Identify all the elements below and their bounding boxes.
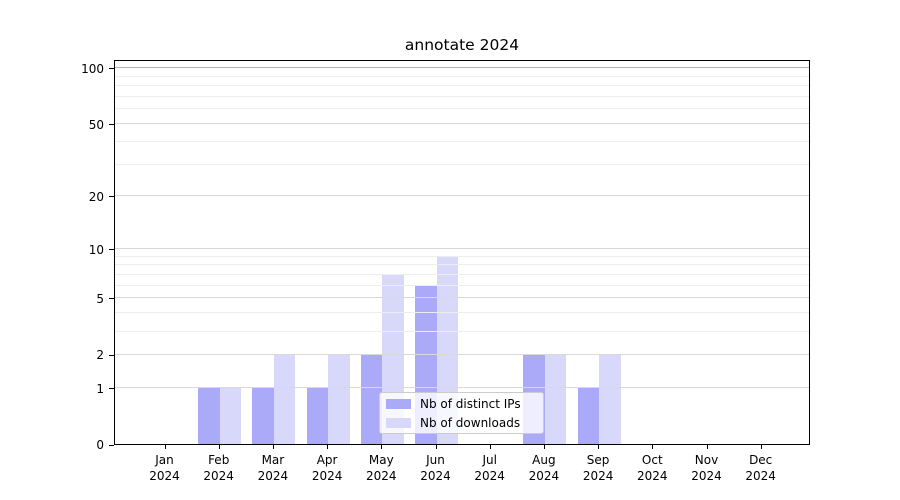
x-tick-label: Jun 2024 — [420, 453, 451, 483]
x-tick-label: Dec 2024 — [745, 453, 776, 483]
x-tick-label: Aug 2024 — [528, 453, 560, 483]
y-tick-mark — [109, 354, 114, 356]
x-tick-mark — [164, 445, 166, 449]
legend: Nb of distinct IPs Nb of downloads — [379, 392, 544, 434]
y-tick-mark — [109, 124, 114, 126]
x-tick-mark — [598, 445, 600, 449]
legend-swatch-icon — [386, 417, 411, 428]
legend-swatch-icon — [386, 398, 411, 409]
legend-label: Nb of downloads — [420, 415, 521, 430]
chart-title: annotate 2024 — [404, 36, 520, 54]
x-tick-mark — [327, 445, 329, 449]
bar-downloads-aug — [544, 354, 567, 444]
bars-layer — [115, 61, 809, 444]
y-tick-label: 1 — [96, 381, 104, 396]
y-tick-label: 5 — [96, 291, 104, 306]
x-tick-label: Jul 2024 — [474, 453, 505, 483]
bar-distinct-ips-may — [360, 354, 383, 444]
plot-area — [114, 60, 810, 445]
legend-row: Nb of downloads — [386, 415, 537, 430]
x-tick-label: Jan 2024 — [149, 453, 180, 483]
y-tick-label: 50 — [88, 117, 104, 132]
x-tick-mark — [652, 445, 654, 449]
y-tick-label: 10 — [88, 242, 104, 257]
x-tick-mark — [489, 445, 491, 449]
x-tick-mark — [381, 445, 383, 449]
bar-distinct-ips-feb — [198, 387, 220, 444]
y-tick-mark — [109, 444, 114, 446]
bar-downloads-feb — [219, 387, 242, 444]
x-tick-label: Sep 2024 — [582, 453, 614, 483]
y-tick-mark — [109, 249, 114, 251]
y-tick-mark — [109, 298, 114, 300]
bar-distinct-ips-sep — [577, 387, 600, 444]
y-tick-label: 0 — [96, 438, 104, 452]
bar-distinct-ips-apr — [306, 387, 329, 444]
bar-distinct-ips-mar — [252, 387, 274, 444]
x-tick-label: Nov 2024 — [691, 453, 722, 483]
x-tick-mark — [218, 445, 220, 449]
x-tick-mark — [272, 445, 274, 449]
x-tick-label: Apr 2024 — [311, 453, 343, 483]
bar-downloads-mar — [273, 354, 296, 444]
x-tick-label: May 2024 — [366, 453, 397, 483]
y-tick-mark — [109, 388, 114, 389]
x-tick-mark — [543, 445, 545, 449]
x-tick-mark — [706, 445, 708, 449]
x-tick-label: Oct 2024 — [637, 453, 668, 483]
x-tick-label: Mar 2024 — [257, 453, 289, 483]
bar-downloads-apr — [328, 354, 350, 444]
x-tick-label: Feb 2024 — [203, 453, 234, 483]
y-tick-label: 100 — [81, 61, 104, 76]
x-tick-mark — [760, 445, 762, 449]
legend-label: Nb of distinct IPs — [420, 396, 521, 411]
y-tick-mark — [109, 68, 114, 70]
y-tick-label: 2 — [96, 348, 104, 363]
y-tick-label: 20 — [88, 189, 104, 204]
x-tick-mark — [435, 445, 437, 449]
legend-row: Nb of distinct IPs — [386, 396, 537, 411]
bar-downloads-sep — [599, 354, 621, 444]
y-tick-mark — [109, 196, 114, 198]
